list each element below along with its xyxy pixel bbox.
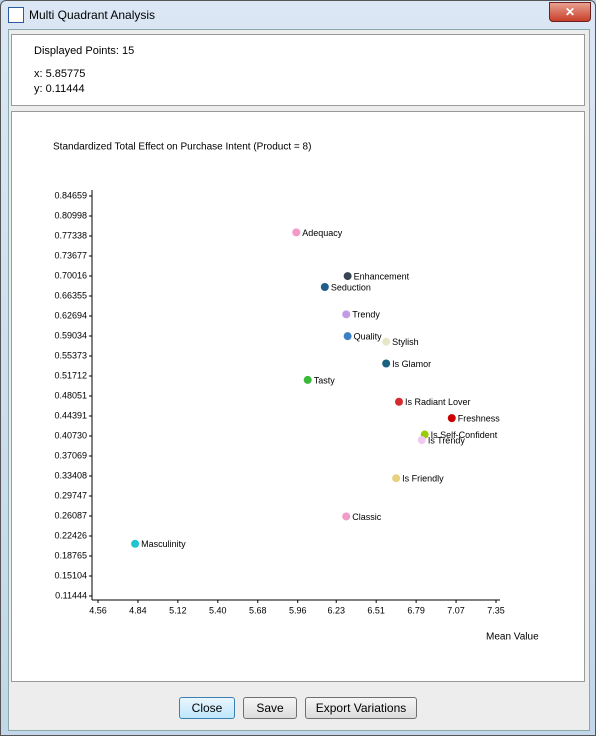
info-panel: Displayed Points: 15 x: 5.85775 y: 0.114… <box>11 34 585 106</box>
client-area: Displayed Points: 15 x: 5.85775 y: 0.114… <box>8 29 590 731</box>
y-value: y: 0.11444 <box>34 83 85 95</box>
window-title: Multi Quadrant Analysis <box>29 8 156 22</box>
displayed-points: Displayed Points: 15 <box>34 45 135 57</box>
button[interactable]: Save <box>243 697 297 719</box>
button[interactable]: Close <box>179 697 235 719</box>
chart-panel <box>11 111 585 682</box>
title-bar: Multi Quadrant Analysis ✕ <box>1 1 595 29</box>
app-icon <box>8 7 24 23</box>
button[interactable]: Export Variations <box>305 697 417 719</box>
close-window-button[interactable]: ✕ <box>549 2 591 22</box>
x-value: x: 5.85775 <box>34 68 86 80</box>
